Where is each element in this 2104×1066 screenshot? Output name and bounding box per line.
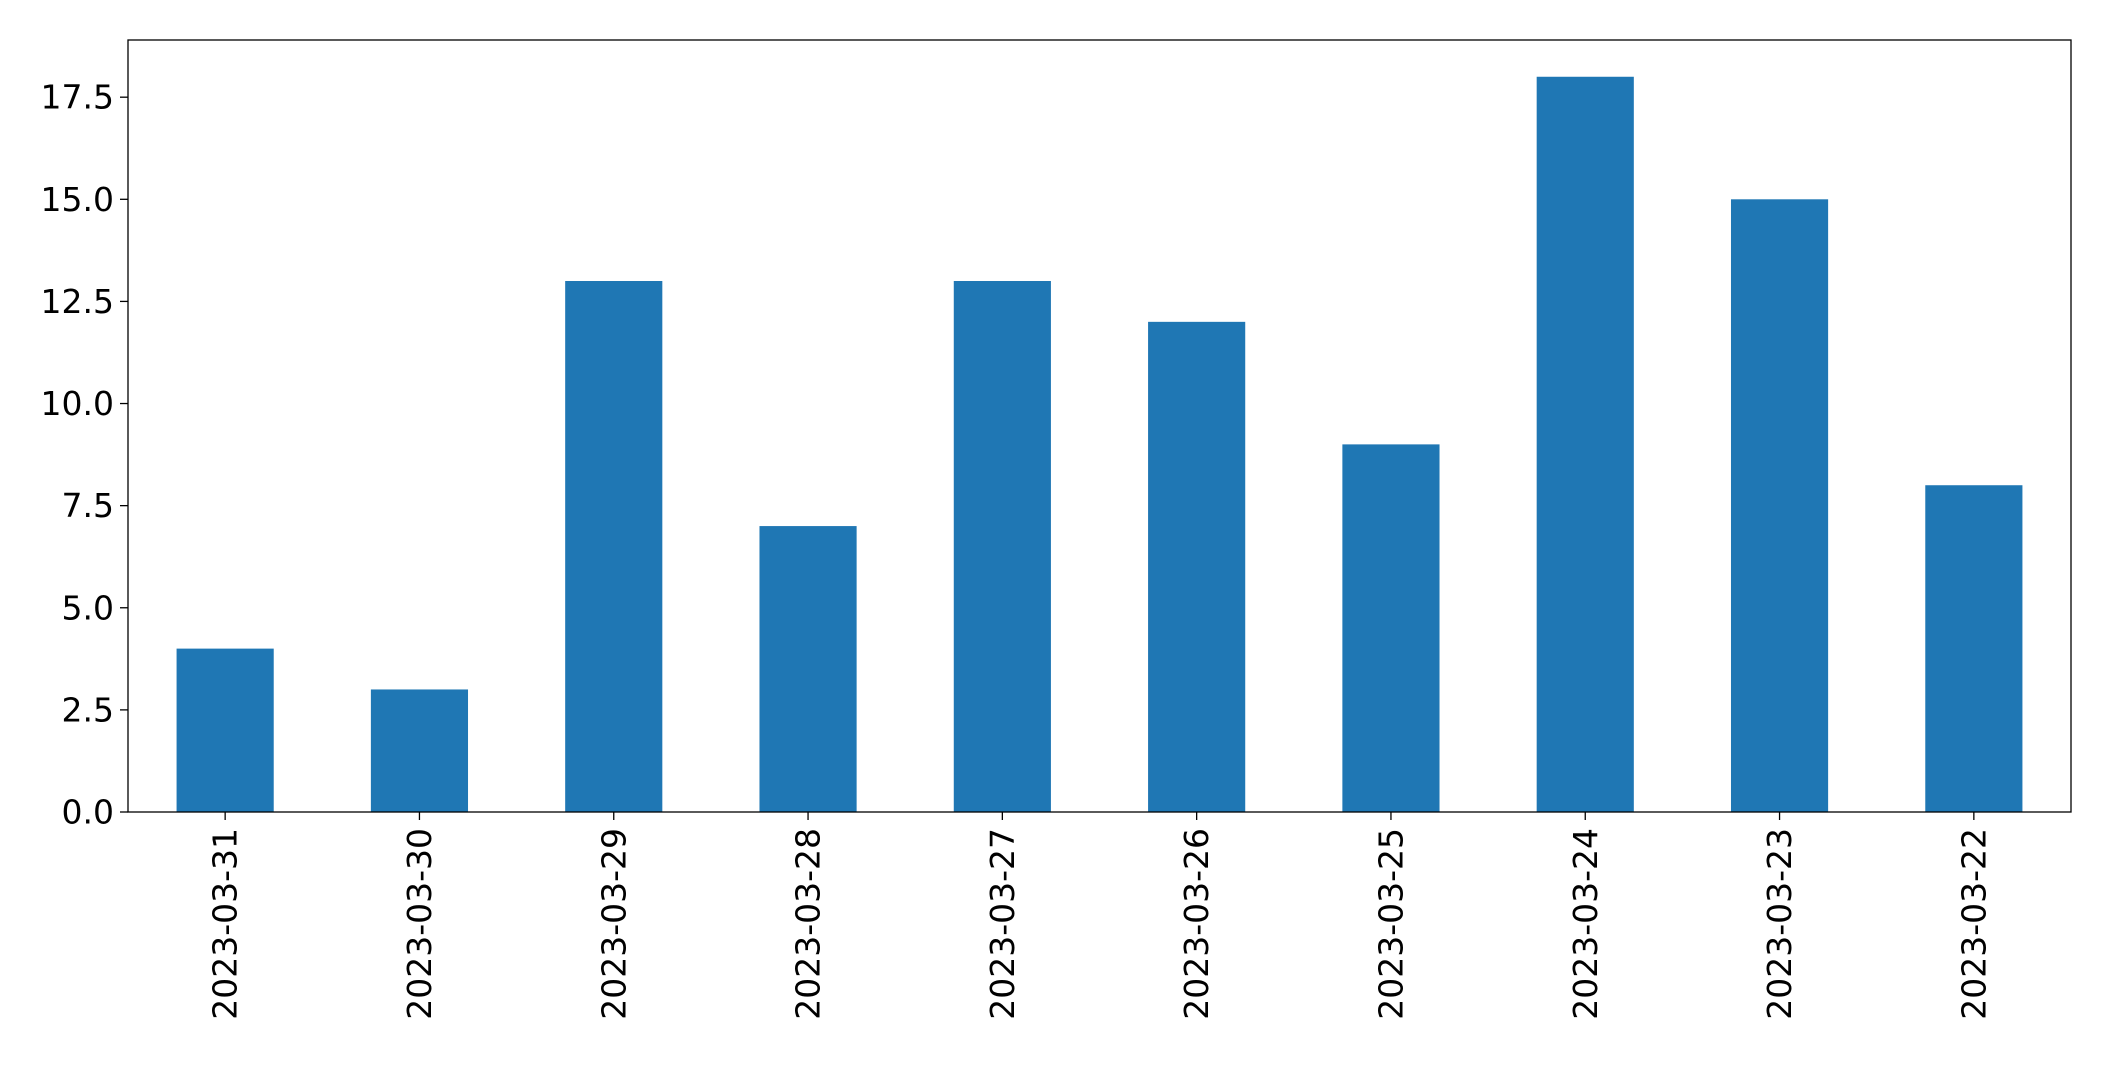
bar-2023-03-26 bbox=[1148, 321, 1246, 812]
y-tick-label: 2.5 bbox=[62, 690, 114, 729]
y-tick-label: 12.5 bbox=[41, 282, 114, 321]
x-tick-label: 2023-03-22 bbox=[1954, 828, 1993, 1020]
y-axis: 0.0 2.5 5.0 7.5 10.0 12.5 15.0 17.5 bbox=[41, 78, 128, 832]
bar-2023-03-28 bbox=[759, 526, 857, 812]
x-tick-label: 2023-03-28 bbox=[789, 828, 828, 1020]
bar-2023-03-22 bbox=[1925, 485, 2023, 812]
y-tick-label: 5.0 bbox=[62, 588, 114, 627]
y-tick-label: 15.0 bbox=[41, 180, 114, 219]
bar-2023-03-27 bbox=[953, 280, 1051, 812]
x-tick-label: 2023-03-27 bbox=[983, 828, 1022, 1020]
bars-group bbox=[176, 76, 2023, 813]
bar-2023-03-31 bbox=[176, 648, 274, 812]
bar-2023-03-25 bbox=[1342, 444, 1440, 812]
bar-2023-03-24 bbox=[1536, 76, 1634, 812]
bar-2023-03-23 bbox=[1730, 199, 1829, 813]
x-tick-label: 2023-03-23 bbox=[1760, 828, 1799, 1020]
x-axis: 2023-03-31 2023-03-30 2023-03-29 2023-03-28… bbox=[206, 812, 1993, 1020]
x-tick-label: 2023-03-24 bbox=[1566, 828, 1605, 1020]
x-tick-label: 2023-03-30 bbox=[400, 828, 439, 1020]
x-tick-label: 2023-03-31 bbox=[206, 828, 245, 1020]
bar-2023-03-30 bbox=[370, 689, 469, 812]
y-tick-label: 17.5 bbox=[41, 78, 114, 117]
y-tick-label: 0.0 bbox=[62, 793, 114, 832]
y-tick-label: 7.5 bbox=[62, 486, 114, 525]
x-tick-label: 2023-03-25 bbox=[1371, 828, 1410, 1020]
x-tick-label: 2023-03-26 bbox=[1177, 828, 1216, 1020]
y-tick-label: 10.0 bbox=[41, 384, 114, 423]
bar-2023-03-29 bbox=[565, 280, 663, 812]
x-tick-label: 2023-03-29 bbox=[594, 828, 633, 1020]
plot-frame bbox=[127, 39, 2072, 813]
